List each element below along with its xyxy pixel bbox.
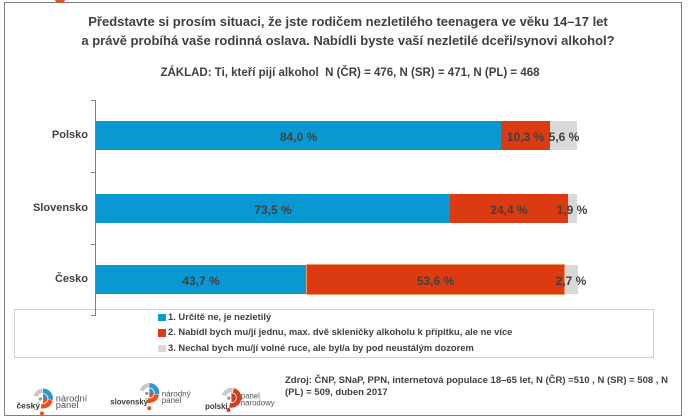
svg-text:národný: národný bbox=[162, 389, 191, 398]
svg-text:panel: panel bbox=[241, 391, 260, 400]
svg-text:český: český bbox=[16, 400, 40, 410]
svg-text:panel: panel bbox=[56, 400, 79, 410]
svg-text:slovenský: slovenský bbox=[110, 398, 148, 407]
svg-text:polski: polski bbox=[205, 402, 228, 411]
svg-text:národní: národní bbox=[56, 393, 88, 403]
svg-text:narodowy: narodowy bbox=[241, 398, 275, 407]
svg-text:panel: panel bbox=[162, 396, 182, 405]
